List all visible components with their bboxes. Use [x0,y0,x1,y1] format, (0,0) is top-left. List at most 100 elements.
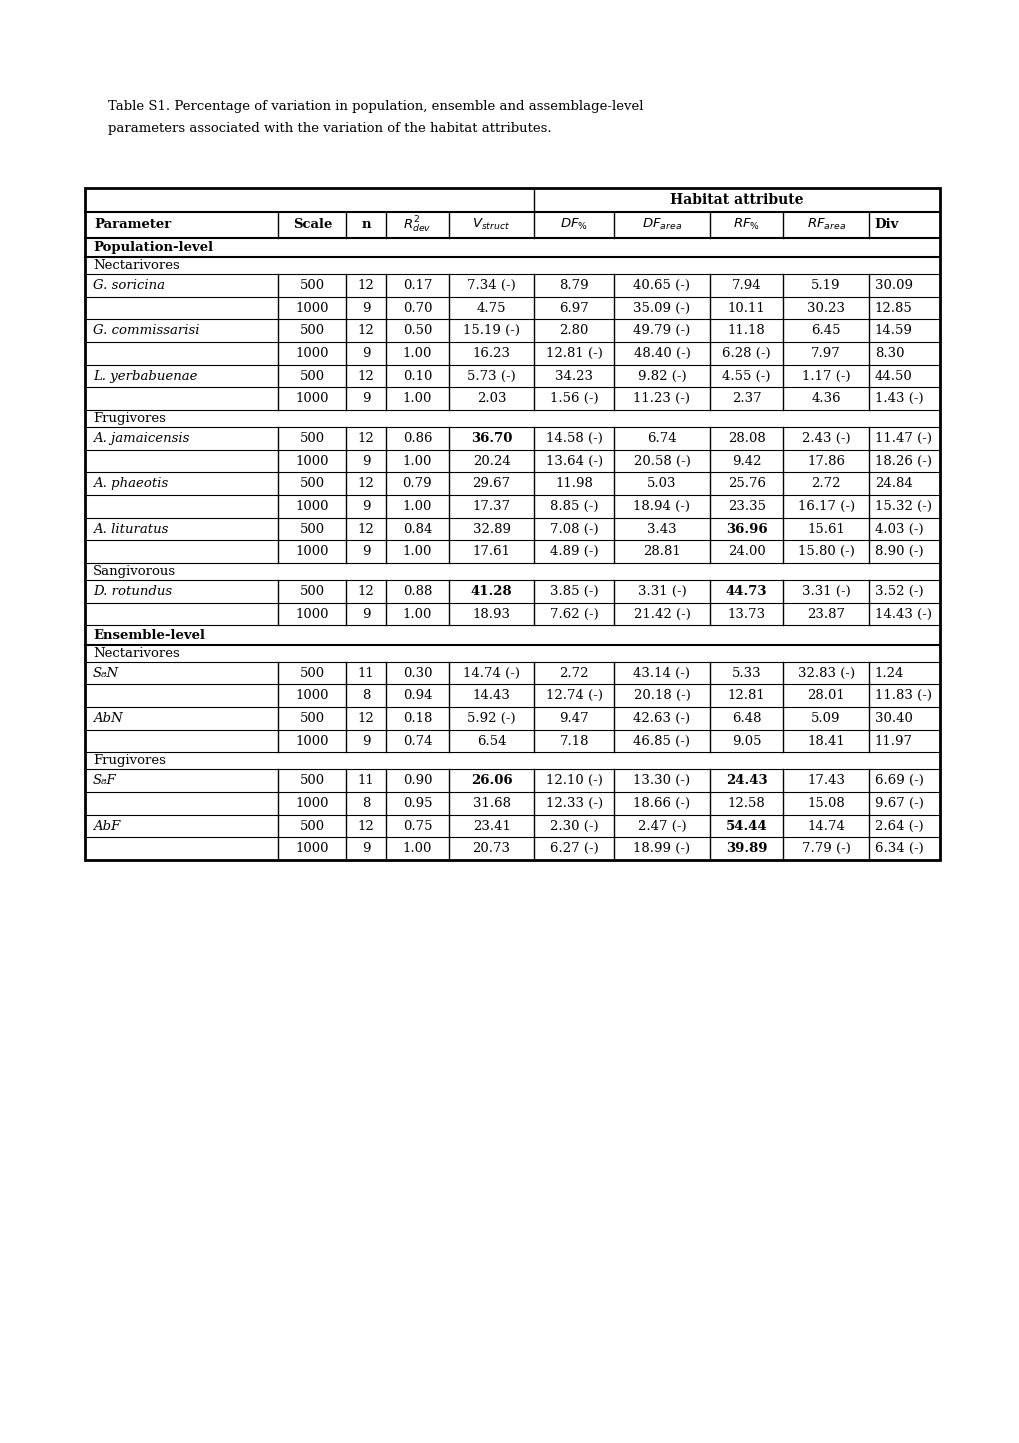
Text: 4.55 (-): 4.55 (-) [721,369,770,382]
Text: 5.33: 5.33 [731,667,761,680]
Text: 7.94: 7.94 [731,278,761,291]
Text: 24.43: 24.43 [726,775,766,788]
Text: 8: 8 [362,690,370,703]
Text: 20.24: 20.24 [472,455,510,468]
Text: 14.59: 14.59 [874,325,912,338]
Text: 1000: 1000 [296,690,329,703]
Text: 0.95: 0.95 [403,797,432,810]
Text: 29.67: 29.67 [472,478,511,491]
Text: 1.00: 1.00 [403,346,432,359]
Text: 0.10: 0.10 [403,369,432,382]
Text: n: n [361,218,371,231]
Text: $V_{struct}$: $V_{struct}$ [472,218,511,232]
Text: 0.84: 0.84 [403,522,432,535]
Text: 10.11: 10.11 [727,302,764,315]
Text: 17.86: 17.86 [806,455,844,468]
Text: 12.33 (-): 12.33 (-) [545,797,602,810]
Text: 1.00: 1.00 [403,545,432,558]
Text: L. yerbabuenae: L. yerbabuenae [93,369,198,382]
Text: 9: 9 [362,302,370,315]
Text: 9.67 (-): 9.67 (-) [874,797,923,810]
Text: 0.74: 0.74 [403,734,432,747]
Text: Table S1. Percentage of variation in population, ensemble and assemblage-level: Table S1. Percentage of variation in pop… [108,100,643,113]
Text: 7.18: 7.18 [558,734,588,747]
Text: 12: 12 [358,278,374,291]
Text: 7.79 (-): 7.79 (-) [801,843,850,856]
Text: 24.84: 24.84 [874,478,912,491]
Text: 0.18: 0.18 [403,711,432,724]
Text: 44.50: 44.50 [874,369,912,382]
Text: 15.08: 15.08 [806,797,844,810]
Text: 5.73 (-): 5.73 (-) [467,369,516,382]
Text: 20.18 (-): 20.18 (-) [633,690,690,703]
Text: 0.94: 0.94 [403,690,432,703]
Text: 0.79: 0.79 [403,478,432,491]
Text: 5.03: 5.03 [647,478,676,491]
Text: 18.41: 18.41 [806,734,844,747]
Text: 25.76: 25.76 [727,478,765,491]
Text: D. rotundus: D. rotundus [93,584,172,597]
Text: 15.32 (-): 15.32 (-) [874,499,931,512]
Text: 12: 12 [358,522,374,535]
Text: 7.62 (-): 7.62 (-) [549,608,598,620]
Text: 12: 12 [358,369,374,382]
Text: 15.80 (-): 15.80 (-) [797,545,854,558]
Text: 4.75: 4.75 [476,302,505,315]
Text: 12.81 (-): 12.81 (-) [545,346,602,359]
Text: 9: 9 [362,455,370,468]
Text: 3.43: 3.43 [646,522,677,535]
Text: $RF_{\%}$: $RF_{\%}$ [733,218,759,232]
Text: 16.17 (-): 16.17 (-) [797,499,854,512]
Text: 11: 11 [358,667,374,680]
Text: 12: 12 [358,325,374,338]
Text: S₈F: S₈F [93,775,116,788]
Text: 11.83 (-): 11.83 (-) [874,690,931,703]
Text: 2.37: 2.37 [731,392,761,405]
Text: 12: 12 [358,711,374,724]
Text: 28.01: 28.01 [806,690,844,703]
Text: 20.58 (-): 20.58 (-) [633,455,690,468]
Text: 12: 12 [358,820,374,833]
Text: 23.41: 23.41 [472,820,511,833]
Text: 500: 500 [300,478,325,491]
Bar [85,188,940,860]
Text: 6.69 (-): 6.69 (-) [874,775,923,788]
Text: Div: Div [873,218,898,231]
Text: 34.23: 34.23 [554,369,593,382]
Text: 11.23 (-): 11.23 (-) [633,392,690,405]
Text: 11.18: 11.18 [727,325,764,338]
Text: 500: 500 [300,667,325,680]
Text: 1.00: 1.00 [403,455,432,468]
Text: 9.47: 9.47 [558,711,588,724]
Text: 4.89 (-): 4.89 (-) [549,545,598,558]
Text: 2.80: 2.80 [559,325,588,338]
Text: 9: 9 [362,499,370,512]
Text: 1.43 (-): 1.43 (-) [874,392,922,405]
Text: 11.97: 11.97 [874,734,912,747]
Text: 6.48: 6.48 [732,711,760,724]
Text: 1000: 1000 [296,392,329,405]
Text: 39.89: 39.89 [726,843,766,856]
Text: 8.90 (-): 8.90 (-) [874,545,922,558]
Text: 12: 12 [358,584,374,597]
Text: 1.00: 1.00 [403,843,432,856]
Text: 40.65 (-): 40.65 (-) [633,278,690,291]
Text: 5.09: 5.09 [810,711,840,724]
Text: 500: 500 [300,325,325,338]
Text: 36.70: 36.70 [471,431,512,444]
Text: 17.37: 17.37 [472,499,511,512]
Text: Nectarivores: Nectarivores [93,646,179,659]
Text: 46.85 (-): 46.85 (-) [633,734,690,747]
Text: 36.96: 36.96 [726,522,766,535]
Text: 18.93: 18.93 [472,608,511,620]
Text: 1000: 1000 [296,734,329,747]
Text: 1000: 1000 [296,545,329,558]
Text: 54.44: 54.44 [726,820,766,833]
Text: 9.05: 9.05 [732,734,760,747]
Text: 9.82 (-): 9.82 (-) [637,369,686,382]
Text: 500: 500 [300,820,325,833]
Text: 28.81: 28.81 [642,545,680,558]
Text: Scale: Scale [292,218,332,231]
Text: Ensemble-level: Ensemble-level [93,629,205,642]
Text: 30.23: 30.23 [806,302,844,315]
